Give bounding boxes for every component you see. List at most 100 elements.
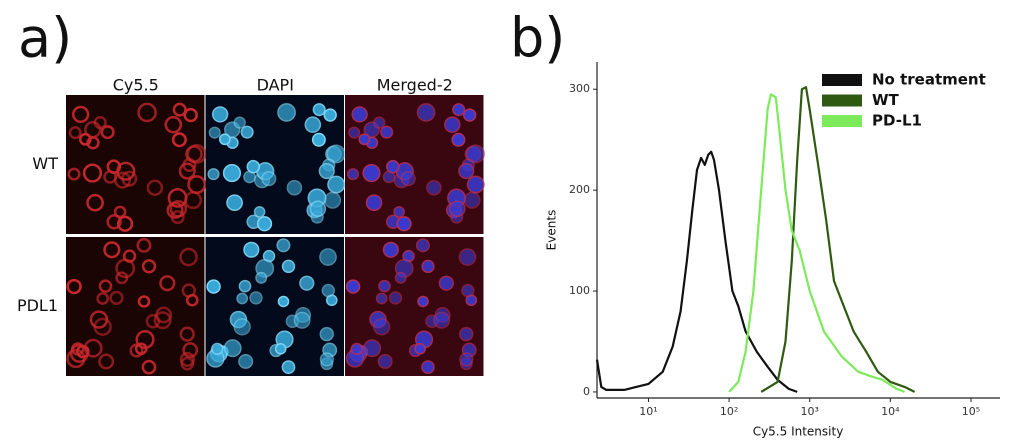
cell — [136, 237, 152, 253]
histogram-line — [728, 93, 905, 393]
cell — [321, 283, 335, 298]
y-tick-label: 100 — [569, 284, 590, 297]
cell — [281, 259, 296, 274]
cell — [93, 115, 107, 130]
cell — [68, 126, 82, 140]
cell — [115, 258, 136, 279]
cell — [178, 162, 196, 180]
legend-label: PD-L1 — [872, 112, 922, 130]
cell — [145, 314, 161, 329]
cell — [311, 132, 326, 147]
column-label: Merged-2 — [377, 76, 453, 95]
cell — [438, 275, 454, 291]
cell — [261, 171, 277, 187]
cell — [458, 248, 477, 266]
cell — [182, 342, 199, 359]
cell — [466, 144, 485, 164]
cell — [106, 159, 122, 174]
cell — [82, 163, 103, 183]
cell — [137, 295, 151, 308]
x-axis-label: Cy5.5 Intensity — [753, 425, 844, 439]
legend-label: WT — [872, 91, 900, 109]
cell — [172, 102, 187, 117]
cell — [93, 317, 112, 336]
histogram-line — [595, 150, 798, 393]
cell — [146, 179, 164, 196]
cell — [78, 132, 92, 146]
cell — [116, 215, 134, 232]
cell — [179, 351, 195, 367]
cell — [277, 103, 296, 122]
cell — [277, 295, 290, 308]
cell — [417, 295, 429, 308]
x-tick-label: 10⁴ — [881, 405, 900, 418]
cell — [461, 283, 475, 298]
cell — [134, 342, 148, 356]
cell — [452, 103, 466, 117]
cell — [365, 194, 383, 212]
cell — [218, 133, 231, 146]
cell — [187, 175, 207, 194]
cell — [236, 292, 249, 305]
cell — [253, 206, 266, 218]
cell — [324, 191, 342, 209]
column-label: DAPI — [257, 76, 294, 95]
cell — [421, 360, 435, 374]
cell — [208, 126, 221, 139]
cell — [400, 171, 416, 187]
cell — [309, 200, 327, 218]
legend-label: No treatment — [872, 71, 986, 89]
x-tick-label: 10⁵ — [962, 405, 980, 418]
cell — [393, 206, 405, 218]
cell — [377, 353, 393, 369]
cell — [459, 326, 474, 342]
cell — [141, 259, 157, 274]
cell — [350, 342, 363, 356]
cell — [463, 108, 477, 122]
cell — [293, 311, 311, 329]
cell — [362, 163, 381, 183]
cell — [433, 311, 451, 329]
micrographs — [66, 95, 485, 376]
legend-swatch — [822, 94, 862, 107]
cell — [170, 210, 185, 225]
cell — [304, 116, 322, 133]
cell — [388, 291, 403, 305]
cell — [181, 283, 196, 298]
cell — [327, 175, 346, 194]
cell — [414, 342, 426, 355]
cell — [103, 241, 121, 259]
cell — [100, 125, 115, 140]
cell — [207, 168, 220, 181]
cell — [274, 342, 287, 355]
cell — [186, 144, 207, 164]
cell — [416, 103, 436, 122]
cell — [164, 115, 183, 134]
cell — [169, 199, 188, 218]
x-tick-label: 10³ — [801, 405, 819, 418]
cell — [382, 241, 399, 258]
y-tick-label: 0 — [583, 385, 590, 398]
cell — [86, 193, 104, 212]
cell — [312, 103, 326, 117]
row-label: WT — [32, 154, 58, 173]
panel-label: b) — [510, 7, 565, 70]
cell — [463, 191, 481, 209]
cell — [318, 162, 335, 180]
cell — [281, 360, 296, 374]
cell — [286, 179, 303, 196]
cell — [137, 102, 157, 123]
x-tick-label: 10¹ — [639, 405, 657, 418]
y-tick-label: 300 — [569, 82, 590, 95]
cell — [256, 216, 273, 232]
cell — [159, 275, 176, 292]
cell — [386, 159, 400, 174]
cell — [319, 326, 334, 342]
cell — [243, 241, 260, 258]
cell — [421, 259, 435, 274]
cell — [449, 200, 466, 218]
cell — [396, 216, 412, 232]
cell — [71, 105, 90, 124]
cell — [179, 247, 198, 267]
